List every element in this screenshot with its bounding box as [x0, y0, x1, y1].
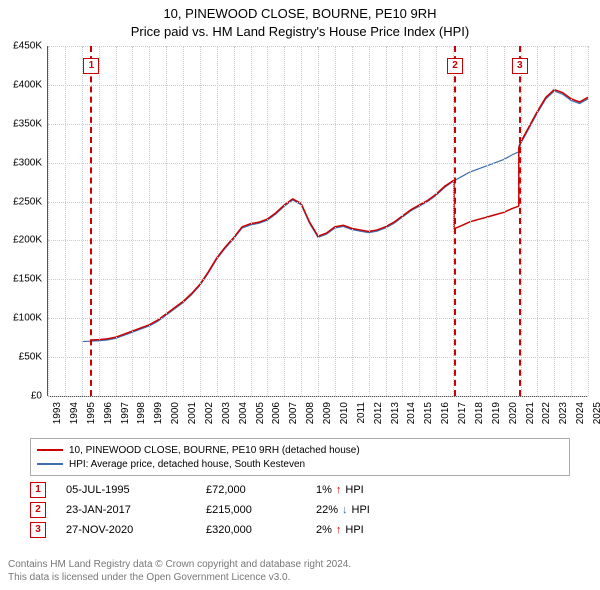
x-tick-label: 2007	[288, 402, 299, 424]
sale-index: 3	[30, 522, 46, 538]
y-tick-label: £450K	[0, 41, 42, 52]
sale-date: 23-JAN-2017	[66, 504, 206, 516]
sale-row: 1 05-JUL-1995£72,0001%↑HPI	[30, 480, 570, 500]
footer: Contains HM Land Registry data © Crown c…	[8, 558, 351, 584]
x-tick-label: 1993	[52, 402, 63, 424]
sale-marker-line	[90, 46, 92, 396]
x-tick-label: 2023	[558, 402, 569, 424]
legend-row: 10, PINEWOOD CLOSE, BOURNE, PE10 9RH (de…	[37, 443, 563, 457]
x-tick-label: 2014	[406, 402, 417, 424]
x-tick-label: 1994	[69, 402, 80, 424]
x-tick-label: 2021	[525, 402, 536, 424]
x-tick-label: 2000	[170, 402, 181, 424]
legend-swatch	[37, 463, 63, 465]
x-tick-label: 2012	[373, 402, 384, 424]
x-tick-label: 2018	[474, 402, 485, 424]
x-tick-label: 2013	[390, 402, 401, 424]
arrow-icon: ↑	[336, 524, 342, 536]
sale-index: 2	[30, 502, 46, 518]
x-tick-label: 2005	[255, 402, 266, 424]
sale-price: £320,000	[206, 524, 316, 536]
y-tick-label: £350K	[0, 118, 42, 129]
legend-label: 10, PINEWOOD CLOSE, BOURNE, PE10 9RH (de…	[69, 445, 360, 456]
x-tick-label: 2022	[541, 402, 552, 424]
x-tick-label: 1997	[120, 402, 131, 424]
footer-line2: This data is licensed under the Open Gov…	[8, 571, 351, 584]
arrow-icon: ↓	[342, 504, 348, 516]
x-tick-label: 2002	[204, 402, 215, 424]
sale-marker-line	[454, 46, 456, 396]
sale-delta: 2%↑HPI	[316, 524, 364, 536]
arrow-icon: ↑	[336, 484, 342, 496]
x-tick-label: 2003	[221, 402, 232, 424]
sales-table: 1 05-JUL-1995£72,0001%↑HPI 2 23-JAN-2017£21…	[30, 480, 570, 540]
x-tick-label: 2019	[491, 402, 502, 424]
x-tick-label: 1999	[153, 402, 164, 424]
legend-swatch	[37, 449, 63, 451]
x-tick-label: 2009	[322, 402, 333, 424]
sale-row: 3 27-NOV-2020£320,0002%↑HPI	[30, 520, 570, 540]
x-tick-label: 2008	[305, 402, 316, 424]
x-tick-label: 2016	[440, 402, 451, 424]
y-tick-label: £400K	[0, 79, 42, 90]
sale-marker-box: 2	[447, 58, 463, 74]
sale-delta: 22%↓HPI	[316, 504, 370, 516]
y-tick-label: £50K	[0, 352, 42, 363]
price-chart: £0£50K£100K£150K£200K£250K£300K£350K£400…	[48, 46, 588, 396]
sale-marker-box: 3	[512, 58, 528, 74]
title-line1: 10, PINEWOOD CLOSE, BOURNE, PE10 9RH	[0, 6, 600, 21]
legend-row: HPI: Average price, detached house, Sout…	[37, 457, 563, 471]
sale-date: 05-JUL-1995	[66, 484, 206, 496]
x-tick-label: 2006	[271, 402, 282, 424]
sale-marker-line	[519, 46, 521, 396]
sale-price: £215,000	[206, 504, 316, 516]
title-line2: Price paid vs. HM Land Registry's House …	[0, 24, 600, 39]
sale-price: £72,000	[206, 484, 316, 496]
footer-line1: Contains HM Land Registry data © Crown c…	[8, 558, 351, 571]
x-tick-label: 2001	[187, 402, 198, 424]
x-tick-label: 2010	[339, 402, 350, 424]
y-tick-label: £300K	[0, 157, 42, 168]
x-tick-label: 1995	[86, 402, 97, 424]
legend-label: HPI: Average price, detached house, Sout…	[69, 459, 305, 470]
sale-delta: 1%↑HPI	[316, 484, 364, 496]
legend: 10, PINEWOOD CLOSE, BOURNE, PE10 9RH (de…	[30, 438, 570, 476]
x-tick-label: 2015	[423, 402, 434, 424]
y-tick-label: £250K	[0, 196, 42, 207]
y-tick-label: £0	[0, 391, 42, 402]
y-tick-label: £200K	[0, 235, 42, 246]
x-tick-label: 2017	[457, 402, 468, 424]
x-tick-label: 1998	[136, 402, 147, 424]
sale-index: 1	[30, 482, 46, 498]
sale-date: 27-NOV-2020	[66, 524, 206, 536]
sale-row: 2 23-JAN-2017£215,00022%↓HPI	[30, 500, 570, 520]
x-tick-label: 2020	[508, 402, 519, 424]
x-tick-label: 2011	[356, 402, 367, 424]
page: 10, PINEWOOD CLOSE, BOURNE, PE10 9RH Pri…	[0, 0, 600, 590]
x-tick-label: 2025	[592, 402, 600, 424]
x-tick-label: 1996	[103, 402, 114, 424]
sale-marker-box: 1	[83, 58, 99, 74]
x-tick-label: 2024	[575, 402, 586, 424]
y-tick-label: £150K	[0, 274, 42, 285]
x-tick-label: 2004	[238, 402, 249, 424]
y-tick-label: £100K	[0, 313, 42, 324]
